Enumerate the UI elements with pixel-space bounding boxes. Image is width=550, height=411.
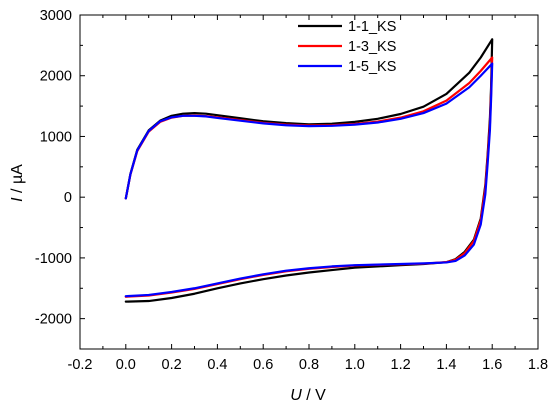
axis-ticks — [79, 14, 539, 350]
x-axis-title-unit: / V — [302, 387, 326, 404]
y-axis-title-unit: / µA — [9, 164, 26, 198]
x-tick-label: 0.0 — [116, 357, 136, 373]
legend-label: 1-3_KS — [348, 39, 396, 55]
y-axis-title-symbol: I — [9, 197, 26, 202]
x-tick-label: 0.6 — [253, 357, 273, 373]
plot-lines — [124, 38, 494, 303]
series-line-1-5_KS — [124, 62, 494, 298]
x-tick-label: -0.2 — [68, 357, 93, 373]
x-axis-title: U / V — [290, 387, 326, 404]
x-tick-label: 1.6 — [482, 357, 502, 373]
axis-tick-labels: -0.2 0.0 0.2 0.4 0.6 0.8 1.0 1.2 1.4 1.6 1.8 -2000 -… — [35, 8, 548, 373]
y-axis-title: I / µA — [9, 164, 26, 202]
x-tick-label: 1.2 — [391, 357, 411, 373]
y-tick-label: -1000 — [35, 251, 72, 267]
x-tick-label: 0.8 — [299, 357, 319, 373]
legend-label: 1-5_KS — [348, 59, 396, 75]
legend-label: 1-1_KS — [348, 19, 396, 35]
legend: 1-1_KS 1-3_KS 1-5_KS — [298, 19, 396, 75]
y-tick-label: -2000 — [35, 312, 72, 328]
y-tick-label: 0 — [64, 190, 72, 206]
y-tick-label: 2000 — [40, 69, 72, 85]
y-tick-label: 3000 — [40, 8, 72, 24]
x-tick-label: 0.2 — [162, 357, 182, 373]
x-axis-title-symbol: U — [290, 387, 302, 404]
x-tick-label: 0.4 — [207, 357, 227, 373]
x-tick-label: 1.4 — [436, 357, 456, 373]
y-tick-label: 1000 — [40, 129, 72, 145]
x-tick-label: 1.8 — [528, 357, 548, 373]
series-line-1-3_KS — [124, 56, 494, 298]
x-tick-label: 1.0 — [345, 357, 365, 373]
